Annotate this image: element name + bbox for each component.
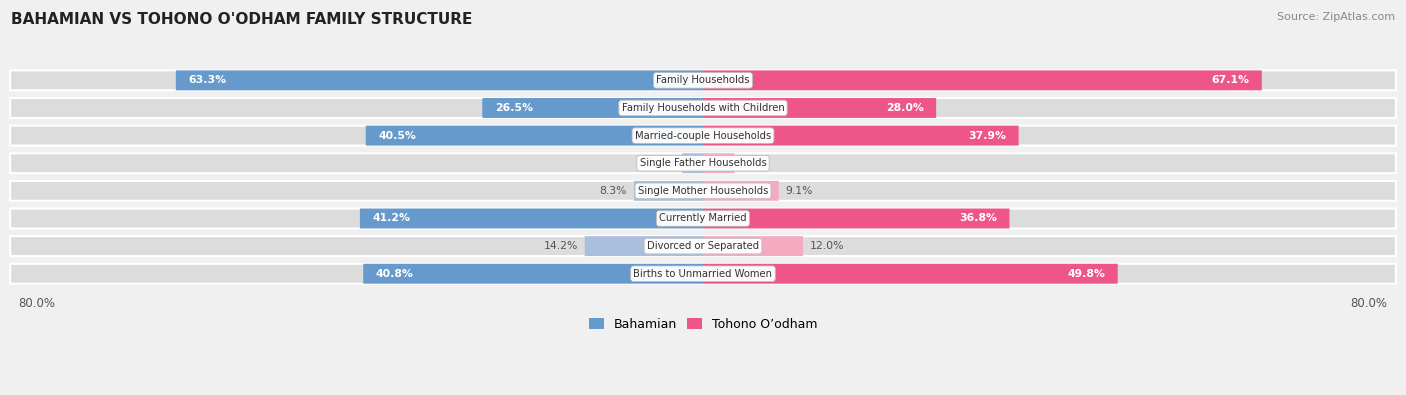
FancyBboxPatch shape (10, 181, 1396, 201)
FancyBboxPatch shape (10, 209, 1396, 228)
FancyBboxPatch shape (366, 126, 703, 145)
FancyBboxPatch shape (176, 70, 703, 90)
FancyBboxPatch shape (703, 70, 1261, 90)
Text: 40.8%: 40.8% (375, 269, 413, 279)
FancyBboxPatch shape (10, 153, 1396, 173)
FancyBboxPatch shape (703, 181, 779, 201)
FancyBboxPatch shape (703, 153, 735, 173)
FancyBboxPatch shape (634, 181, 703, 201)
FancyBboxPatch shape (10, 70, 1396, 90)
Text: 28.0%: 28.0% (886, 103, 924, 113)
FancyBboxPatch shape (585, 236, 703, 256)
Text: 12.0%: 12.0% (810, 241, 844, 251)
FancyBboxPatch shape (703, 236, 803, 256)
FancyBboxPatch shape (703, 126, 1018, 145)
FancyBboxPatch shape (10, 264, 1396, 284)
Text: 36.8%: 36.8% (959, 213, 997, 224)
Text: BAHAMIAN VS TOHONO O'ODHAM FAMILY STRUCTURE: BAHAMIAN VS TOHONO O'ODHAM FAMILY STRUCT… (11, 12, 472, 27)
FancyBboxPatch shape (363, 264, 703, 284)
Text: 41.2%: 41.2% (373, 213, 411, 224)
Text: 8.3%: 8.3% (600, 186, 627, 196)
FancyBboxPatch shape (703, 98, 936, 118)
Text: Single Father Households: Single Father Households (640, 158, 766, 168)
Text: 40.5%: 40.5% (378, 131, 416, 141)
Text: Source: ZipAtlas.com: Source: ZipAtlas.com (1277, 12, 1395, 22)
FancyBboxPatch shape (703, 209, 1010, 228)
Text: 14.2%: 14.2% (544, 241, 578, 251)
Text: 63.3%: 63.3% (188, 75, 226, 85)
Legend: Bahamian, Tohono O’odham: Bahamian, Tohono O’odham (583, 313, 823, 336)
Text: Married-couple Households: Married-couple Households (636, 131, 770, 141)
Text: 37.9%: 37.9% (969, 131, 1007, 141)
FancyBboxPatch shape (10, 126, 1396, 145)
FancyBboxPatch shape (703, 264, 1118, 284)
FancyBboxPatch shape (682, 153, 703, 173)
Text: Divorced or Separated: Divorced or Separated (647, 241, 759, 251)
FancyBboxPatch shape (482, 98, 703, 118)
Text: Family Households: Family Households (657, 75, 749, 85)
Text: 67.1%: 67.1% (1212, 75, 1250, 85)
Text: 9.1%: 9.1% (786, 186, 813, 196)
Text: 2.5%: 2.5% (648, 158, 675, 168)
FancyBboxPatch shape (360, 209, 703, 228)
Text: 26.5%: 26.5% (495, 103, 533, 113)
FancyBboxPatch shape (10, 236, 1396, 256)
Text: Family Households with Children: Family Households with Children (621, 103, 785, 113)
Text: Births to Unmarried Women: Births to Unmarried Women (634, 269, 772, 279)
Text: 3.8%: 3.8% (741, 158, 769, 168)
FancyBboxPatch shape (10, 98, 1396, 118)
Text: 49.8%: 49.8% (1067, 269, 1105, 279)
Text: Single Mother Households: Single Mother Households (638, 186, 768, 196)
Text: Currently Married: Currently Married (659, 213, 747, 224)
